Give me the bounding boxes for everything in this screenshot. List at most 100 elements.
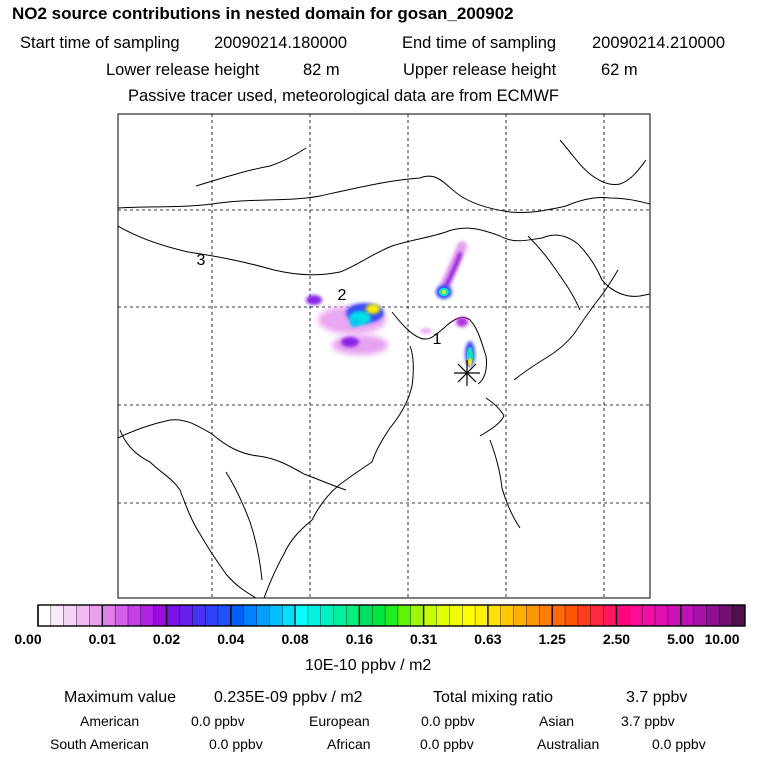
region-name-american: American bbox=[80, 713, 140, 729]
colorbar-swatch bbox=[294, 604, 309, 627]
colorbar-swatch bbox=[731, 604, 746, 627]
region-value-american: 0.0 ppbv bbox=[191, 713, 245, 729]
colorbar-swatch bbox=[423, 604, 437, 627]
region-name-australian: Australian bbox=[537, 736, 600, 752]
lat-lon-grid bbox=[118, 114, 650, 598]
colorbar-swatch bbox=[564, 604, 579, 627]
colorbar-swatch bbox=[449, 604, 463, 627]
colorbar-swatch bbox=[551, 604, 566, 627]
max-value-label: Maximum value bbox=[64, 689, 177, 706]
colorbar-tick-label: 5.00 bbox=[667, 631, 695, 647]
colorbar-swatch bbox=[629, 604, 643, 627]
upper-release-label: Upper release height bbox=[403, 61, 557, 79]
colorbar-unit: 10E-10 ppbv / m2 bbox=[305, 657, 432, 674]
colorbar-tick-label: 0.02 bbox=[152, 631, 181, 647]
region-value-african: 0.0 ppbv bbox=[420, 736, 474, 752]
colorbar-tick-label: 0.04 bbox=[217, 631, 245, 647]
colorbar-swatch bbox=[680, 604, 695, 627]
colorbar-swatch bbox=[243, 604, 258, 627]
colorbar-segment bbox=[294, 604, 360, 627]
colorbar-swatch bbox=[346, 604, 360, 627]
colorbar-swatch bbox=[320, 604, 335, 627]
colorbar-swatch bbox=[410, 604, 425, 627]
colorbar-tick-label: 2.50 bbox=[602, 631, 631, 647]
region-name-asian: Asian bbox=[539, 713, 575, 729]
colorbar-swatch bbox=[577, 604, 592, 627]
colorbar-segment bbox=[615, 604, 682, 627]
colorbar-swatch bbox=[474, 604, 489, 627]
colorbar-swatch bbox=[539, 604, 553, 627]
colorbar-swatch bbox=[282, 604, 296, 627]
colorbar-swatch bbox=[269, 604, 283, 627]
colorbar-swatch bbox=[693, 604, 707, 627]
colorbar-swatch bbox=[384, 604, 399, 627]
lower-release-value: 82 m bbox=[303, 61, 340, 79]
region-name-african: African bbox=[327, 736, 371, 752]
colorbar-swatch bbox=[153, 604, 168, 627]
region-label-2: 2 bbox=[338, 287, 347, 304]
colorbar-tick-label: 0.08 bbox=[281, 631, 309, 647]
colorbar-swatch bbox=[487, 604, 502, 627]
end-time-label: End time of sampling bbox=[402, 34, 557, 52]
colorbar-swatch bbox=[500, 604, 515, 627]
map-plot-area: 3 2 1 bbox=[118, 114, 650, 598]
total-mixing-label: Total mixing ratio bbox=[433, 689, 554, 706]
colorbar-tick-label: 0.31 bbox=[410, 631, 438, 647]
colorbar-tick-label: 0.01 bbox=[88, 631, 116, 647]
colorbar-swatch bbox=[590, 604, 605, 627]
colorbar-segment bbox=[680, 604, 746, 627]
total-mixing-value: 3.7 ppbv bbox=[626, 689, 688, 706]
lower-release-label: Lower release height bbox=[106, 61, 260, 79]
colorbar-tick-label: 0.16 bbox=[345, 631, 373, 647]
colorbar-swatch bbox=[333, 604, 348, 627]
colorbar-swatch bbox=[230, 604, 245, 627]
colorbar-swatch bbox=[359, 604, 373, 627]
map-frame bbox=[117, 113, 651, 599]
region-name-south-american: South American bbox=[50, 736, 149, 752]
region-value-asian: 3.7 ppbv bbox=[621, 713, 675, 729]
colorbar-tick-label: 1.25 bbox=[538, 631, 566, 647]
colorbar-swatch bbox=[179, 604, 193, 627]
colorbar-segment bbox=[551, 604, 617, 627]
colorbar-segment bbox=[165, 604, 232, 627]
colorbar-swatch bbox=[641, 604, 656, 627]
chart-title: NO2 source contributions in nested domai… bbox=[12, 4, 514, 23]
colorbar-segment bbox=[37, 604, 103, 627]
colorbar-swatch bbox=[462, 604, 476, 627]
colorbar-swatch bbox=[37, 604, 52, 627]
region-value-south-american: 0.0 ppbv bbox=[209, 736, 263, 752]
upper-release-value: 62 m bbox=[601, 61, 638, 79]
colorbar-swatch bbox=[102, 604, 116, 627]
colorbar-tick-label: 10.00 bbox=[704, 631, 740, 647]
colorbar-swatch bbox=[603, 604, 617, 627]
colorbar-swatch bbox=[307, 604, 322, 627]
colorbar-swatch bbox=[127, 604, 142, 627]
asterisk-icon bbox=[454, 360, 480, 386]
colorbar-swatch bbox=[50, 604, 65, 627]
colorbar-swatch bbox=[166, 604, 180, 627]
colorbar-swatch bbox=[76, 604, 90, 627]
colorbar-swatch bbox=[719, 604, 733, 627]
colorbar-swatch bbox=[616, 604, 630, 627]
colorbar-swatch bbox=[667, 604, 682, 627]
coastlines bbox=[118, 139, 650, 598]
colorbar-swatch bbox=[217, 604, 232, 627]
colorbar-swatch bbox=[526, 604, 540, 627]
colorbar-swatch bbox=[192, 604, 206, 627]
colorbar-swatch bbox=[706, 604, 720, 627]
colorbar-swatch bbox=[654, 604, 669, 627]
colorbar-swatch bbox=[372, 604, 386, 627]
tracer-note: Passive tracer used, meteorological data… bbox=[128, 87, 559, 105]
colorbar-tick-label: 0.00 bbox=[14, 631, 42, 647]
start-time-value: 20090214.180000 bbox=[214, 34, 348, 52]
colorbar-segment bbox=[230, 604, 296, 627]
region-name-european: European bbox=[309, 713, 370, 729]
colorbar-swatch bbox=[89, 604, 103, 627]
colorbar-swatch bbox=[204, 604, 219, 627]
colorbar-border bbox=[37, 604, 746, 627]
region-value-european: 0.0 ppbv bbox=[421, 713, 475, 729]
start-time-label: Start time of sampling bbox=[20, 34, 180, 52]
colorbar-segment bbox=[422, 604, 489, 627]
colorbar-swatch bbox=[256, 604, 270, 627]
end-time-value: 20090214.210000 bbox=[592, 34, 726, 52]
